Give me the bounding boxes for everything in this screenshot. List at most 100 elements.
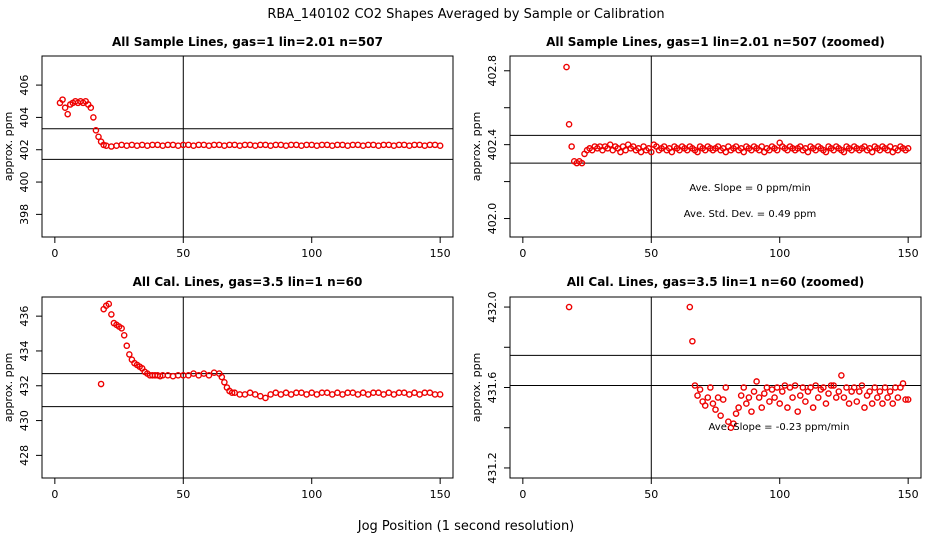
- data-point: [830, 382, 837, 389]
- data-point: [843, 384, 850, 391]
- data-point: [853, 398, 861, 405]
- y-tick-label: 436: [18, 306, 31, 327]
- y-axis-label: approx. ppm: [470, 353, 483, 423]
- data-point: [791, 382, 799, 389]
- y-axis-label: approx. ppm: [2, 112, 15, 182]
- y-tick-label: 402.8: [486, 55, 499, 87]
- data-point: [108, 311, 115, 318]
- x-axis-label: Jog Position (1 second resolution): [357, 519, 575, 534]
- chart-panel-2: All Sample Lines, gas=1 lin=2.01 n=507 (…: [470, 35, 922, 260]
- data-point: [840, 394, 848, 401]
- y-tick-label: 431.6: [486, 372, 499, 404]
- data-point: [755, 394, 763, 401]
- data-point: [753, 378, 760, 385]
- data-point: [835, 388, 843, 395]
- data-point: [92, 127, 100, 134]
- data-point: [730, 420, 737, 428]
- data-point: [712, 406, 719, 413]
- data-point: [856, 388, 863, 395]
- annotation-text: Ave. Slope = -0.23 ppm/min: [709, 422, 850, 433]
- figure-title: RBA_140102 CO2 Shapes Averaged by Sample…: [267, 7, 664, 22]
- data-point: [565, 121, 573, 128]
- data-point: [832, 394, 840, 401]
- data-point: [820, 384, 827, 391]
- data-point: [879, 400, 886, 407]
- data-point: [868, 148, 876, 156]
- data-point: [735, 404, 742, 411]
- data-point: [719, 396, 727, 403]
- data-point: [707, 384, 714, 391]
- panel-title: All Sample Lines, gas=1 lin=2.01 n=507: [112, 35, 383, 49]
- y-tick-label: 406: [18, 75, 31, 96]
- chart-panels: All Sample Lines, gas=1 lin=2.01 n=507 0 5…: [2, 35, 922, 501]
- x-tick-label: 150: [430, 247, 451, 260]
- data-point: [97, 380, 105, 388]
- data-point: [578, 159, 586, 167]
- data-series: [97, 300, 444, 402]
- data-point: [701, 402, 709, 409]
- data-point: [881, 384, 889, 391]
- data-point: [105, 300, 113, 308]
- data-point: [773, 146, 781, 154]
- y-tick-label: 402: [18, 139, 31, 160]
- data-point: [804, 148, 812, 156]
- x-tick-label: 0: [51, 488, 58, 501]
- data-point: [704, 394, 712, 401]
- data-point: [64, 110, 71, 118]
- y-axis-label: approx. ppm: [2, 353, 15, 423]
- y-tick-label: 402.0: [486, 203, 499, 235]
- x-tick-label: 50: [644, 488, 658, 501]
- data-point: [809, 404, 817, 411]
- y-tick-label: 431.2: [486, 452, 499, 484]
- x-tick-label: 150: [898, 247, 919, 260]
- chart-panel-1: All Sample Lines, gas=1 lin=2.01 n=507 0 5…: [2, 35, 454, 260]
- y-tick-label: 404: [18, 107, 31, 128]
- annotation-text: Ave. Std. Dev. = 0.49 ppm: [684, 209, 816, 220]
- data-point: [436, 391, 444, 398]
- data-point: [876, 388, 884, 395]
- data-point: [766, 398, 773, 405]
- x-tick-label: 50: [176, 488, 190, 501]
- data-point: [784, 404, 791, 411]
- data-point: [838, 372, 845, 379]
- data-series: [563, 63, 912, 167]
- data-point: [686, 303, 694, 311]
- plot-frame: [41, 55, 454, 238]
- data-point: [694, 392, 701, 399]
- data-point: [773, 384, 781, 391]
- data-point: [771, 394, 778, 401]
- data-point: [436, 142, 444, 149]
- data-point: [565, 303, 573, 311]
- data-point: [889, 400, 897, 407]
- data-point: [696, 386, 704, 393]
- x-tick-label: 50: [176, 247, 190, 260]
- data-point: [814, 394, 822, 401]
- data-point: [647, 148, 655, 156]
- plot-frame: [41, 296, 454, 479]
- panel-title: All Sample Lines, gas=1 lin=2.01 n=507 (…: [546, 35, 885, 49]
- data-point: [850, 384, 858, 391]
- data-point: [761, 390, 768, 397]
- plot-frame: [509, 55, 922, 238]
- data-point: [126, 351, 133, 358]
- data-point: [740, 148, 748, 156]
- data-point: [218, 373, 226, 381]
- data-point: [902, 396, 909, 403]
- data-point: [90, 114, 97, 121]
- annotation-text: Ave. Slope = 0 ppm/min: [689, 183, 810, 194]
- chart-panel-4: All Cal. Lines, gas=3.5 lin=1 n=60 (zoom…: [470, 275, 922, 501]
- x-tick-label: 100: [769, 488, 790, 501]
- data-point: [758, 404, 766, 411]
- y-tick-label: 430: [18, 410, 31, 431]
- data-point: [861, 404, 868, 411]
- data-point: [750, 388, 758, 395]
- x-tick-label: 150: [898, 488, 919, 501]
- data-point: [894, 394, 902, 401]
- data-point: [866, 388, 873, 395]
- data-point: [858, 382, 866, 389]
- data-point: [871, 384, 879, 391]
- data-point: [745, 394, 753, 401]
- x-tick-label: 0: [519, 247, 526, 260]
- data-point: [812, 382, 819, 389]
- data-point: [822, 148, 830, 156]
